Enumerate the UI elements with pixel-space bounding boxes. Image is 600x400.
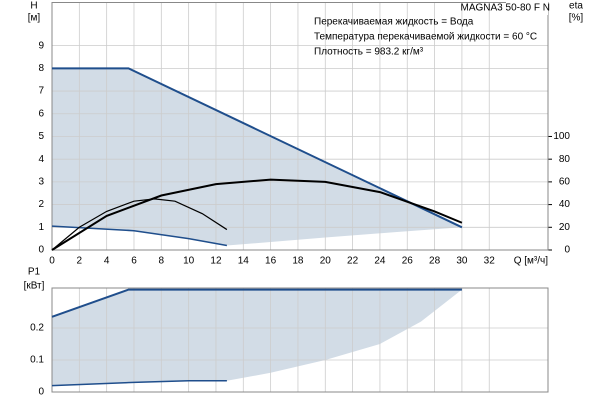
x-tick-label: 16: [265, 256, 277, 267]
chart-title: MAGNA3 50-80 F N: [461, 3, 550, 14]
annotation: Плотность = 983.2 кг/м³: [314, 47, 424, 58]
x-tick-label: 20: [320, 256, 332, 267]
y-tick-label: 0: [38, 387, 44, 398]
curve: [51, 198, 228, 251]
y-tick-label: 6: [38, 108, 44, 119]
operating-area: [52, 68, 462, 246]
curve: [51, 288, 462, 318]
y2-tick-label: 40: [559, 199, 571, 210]
x-tick-label: 10: [183, 256, 195, 267]
y-axis-unit: [кВт]: [24, 281, 45, 292]
plot-frame: [51, 2, 549, 251]
x-tick-label: 2: [77, 256, 83, 267]
x-tick-label: 14: [238, 256, 250, 267]
curve: [51, 380, 227, 387]
y-axis-unit: [м]: [28, 13, 41, 24]
annotation: Температура перекачиваемой жидкости = 60…: [314, 32, 537, 43]
x-axis-label: Q [м³/ч]: [514, 256, 549, 267]
y2-tick-label: 20: [559, 222, 571, 233]
x-label-bg: [512, 254, 548, 268]
x-tick-label: 26: [402, 256, 414, 267]
curve: [51, 225, 228, 247]
y2-tick-label: 100: [553, 131, 570, 142]
y2-axis-unit: [%]: [569, 13, 584, 24]
x-tick-label: 6: [131, 256, 137, 267]
x-tick-label: 32: [484, 256, 496, 267]
x-tick-label: 24: [374, 256, 386, 267]
y-tick-label: 9: [38, 40, 44, 51]
title-bg: [506, 1, 548, 15]
y2-axis-label: eta: [569, 1, 583, 12]
y-tick-label: 0.2: [30, 323, 44, 334]
y2-tick-label: 60: [559, 177, 571, 188]
y-tick-label: 4: [38, 154, 44, 165]
x-tick-label: 22: [347, 256, 359, 267]
y-tick-label: 1: [38, 222, 44, 233]
curve: [51, 178, 463, 251]
x-tick-label: 28: [429, 256, 441, 267]
x-tick-label: 18: [292, 256, 304, 267]
x-tick-label: 8: [159, 256, 165, 267]
y-tick-label: 7: [38, 86, 44, 97]
y2-tick-label: 80: [559, 154, 571, 165]
y-tick-label: 2: [38, 199, 44, 210]
x-tick-label: 30: [456, 256, 468, 267]
operating-area: [52, 289, 462, 386]
x-tick-label: 12: [210, 256, 222, 267]
plot-frame: [51, 287, 549, 393]
y-tick-label: 3: [38, 177, 44, 188]
y-tick-label: 8: [38, 63, 44, 74]
y2-tick-label: 0: [564, 245, 570, 256]
y-tick-label: 5: [38, 131, 44, 142]
y-axis-label: H: [30, 1, 37, 12]
y-tick-label: 0.1: [30, 355, 44, 366]
x-tick-label: 4: [104, 256, 110, 267]
x-tick-label: 0: [49, 256, 55, 267]
annotation: Перекачиваемая жидкость = Вода: [314, 17, 474, 28]
curve: [52, 67, 463, 229]
y-tick-label: 0: [38, 245, 44, 256]
y-axis-label: P1: [28, 267, 41, 278]
